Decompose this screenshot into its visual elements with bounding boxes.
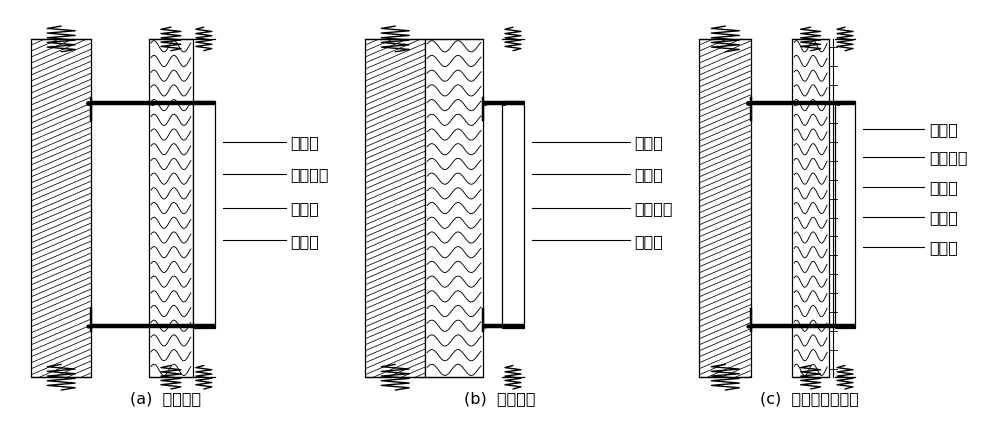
Text: 穿孔板: 穿孔板 — [291, 233, 319, 248]
Bar — [31, 40, 91, 378]
Text: (c)  合理的施工构造: (c) 合理的施工构造 — [760, 390, 859, 405]
Text: 穿孔板: 穿孔板 — [635, 233, 664, 248]
Text: 轻钢龙骨: 轻钢龙骨 — [929, 150, 967, 165]
Text: 玻璃棉: 玻璃棉 — [635, 167, 664, 182]
Bar — [502, 102, 524, 328]
Text: (b)  错误施工: (b) 错误施工 — [464, 390, 536, 405]
Text: 原墙面: 原墙面 — [929, 122, 958, 137]
Bar — [835, 102, 855, 328]
Text: 玻璃棉: 玻璃棉 — [929, 210, 958, 224]
Bar — [193, 102, 215, 328]
Text: 玻璃棉: 玻璃棉 — [291, 201, 319, 216]
Bar — [425, 40, 483, 378]
Text: 轻钢龙骨: 轻钢龙骨 — [635, 201, 673, 216]
Text: (a)  吸声构造: (a) 吸声构造 — [130, 390, 201, 405]
Bar — [699, 40, 751, 378]
Bar — [792, 40, 829, 378]
Bar — [365, 40, 425, 378]
Text: 轻钢龙骨: 轻钢龙骨 — [291, 167, 329, 182]
Text: 穿孔板: 穿孔板 — [929, 240, 958, 255]
Text: 原墙面: 原墙面 — [291, 135, 319, 150]
Text: 原墙面: 原墙面 — [635, 135, 664, 150]
Text: 钢丝网: 钢丝网 — [929, 180, 958, 195]
Bar — [149, 40, 193, 378]
